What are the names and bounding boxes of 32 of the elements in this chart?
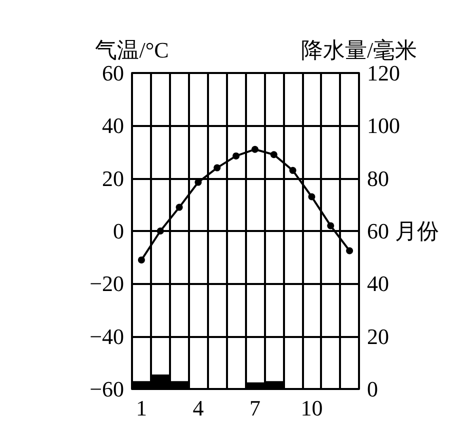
y2-tick-label: 60 [367, 218, 389, 244]
y2-tick-label: 100 [367, 113, 400, 138]
point [289, 166, 296, 174]
x-axis-title: 月份 [394, 218, 439, 244]
y-tick-label: −40 [90, 324, 124, 349]
y2-tick-label: 80 [367, 166, 389, 191]
point [346, 247, 354, 254]
point [327, 222, 334, 230]
y2-tick-label: 120 [367, 60, 400, 86]
y2-axis-title: 降水量/毫米 [300, 38, 418, 62]
y-tick-label: −60 [90, 376, 124, 402]
x-tick-label: 7 [249, 396, 260, 420]
point [214, 164, 221, 172]
point [251, 146, 258, 153]
y-tick-label: 40 [102, 113, 124, 138]
y2-tick-label: 20 [367, 324, 389, 349]
point [308, 193, 316, 200]
point [156, 228, 164, 234]
y-axis-title: 气温/°C [95, 38, 169, 62]
y-tick-label: −20 [90, 271, 124, 296]
y-tick-label: 20 [102, 166, 124, 191]
x-tick-label: 4 [192, 396, 204, 420]
point [232, 152, 240, 160]
point [138, 256, 145, 264]
y-tick-label: 0 [113, 218, 124, 244]
point [270, 151, 278, 158]
point [176, 204, 183, 211]
x-tick-label: 10 [300, 396, 323, 420]
x-tick-label: 1 [136, 396, 147, 420]
y-tick-label: 60 [102, 60, 124, 86]
y2-tick-label: 0 [367, 376, 378, 402]
y2-tick-label: 40 [367, 271, 389, 296]
